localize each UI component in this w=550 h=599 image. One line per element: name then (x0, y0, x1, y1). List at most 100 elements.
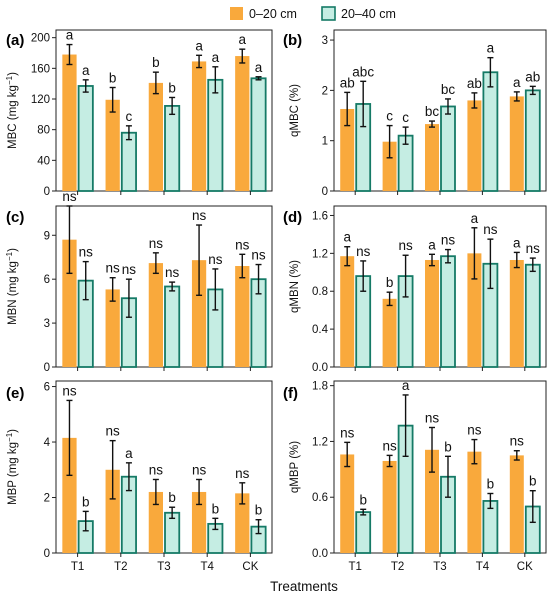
bar-T1-20-40cm (355, 511, 372, 554)
y-tick-label: 3 (322, 35, 328, 47)
y-tick-label: 2 (322, 85, 328, 97)
significance-label: ns (382, 438, 397, 453)
y-axis-label: MBP (mg kg−1) (5, 429, 19, 505)
legend-swatch-0-20cm (230, 7, 243, 20)
x-tick-label: T2 (391, 561, 404, 573)
bar-T1-0-20cm (340, 256, 355, 367)
significance-label: a (239, 32, 247, 47)
significance-label: b (168, 80, 176, 95)
significance-label: a (428, 237, 436, 252)
panel-label: (c) (6, 209, 24, 226)
significance-label: ns (398, 238, 413, 253)
significance-label: ns (526, 241, 541, 256)
significance-label: c (126, 109, 133, 124)
bar-CK-0-20cm (235, 56, 250, 191)
significance-label: ab (525, 69, 540, 84)
bar-T4-20-40cm (482, 71, 499, 192)
y-tick-label: 1.6 (312, 210, 328, 222)
bar-T2-0-20cm (382, 460, 397, 553)
bar-T4-20-40cm (207, 78, 224, 192)
y-tick-label: 4 (44, 437, 51, 449)
bar-CK-0-20cm (235, 493, 250, 553)
significance-label: ns (208, 252, 223, 267)
significance-label: a (343, 230, 351, 245)
significance-label: ns (441, 233, 456, 248)
y-tick-label: 1.8 (312, 381, 328, 393)
significance-label: b (487, 476, 495, 491)
significance-label: ns (192, 462, 207, 477)
significance-label: a (255, 60, 263, 75)
significance-label: b (82, 494, 90, 509)
significance-label: ns (79, 245, 94, 260)
significance-label: b (529, 474, 537, 489)
significance-label: a (513, 235, 521, 250)
legend-label-20-40cm: 20–40 cm (341, 7, 396, 21)
bar-T3-0-20cm (425, 449, 439, 553)
y-axis-label: qMBN (%) (289, 260, 301, 313)
x-tick-label: CK (242, 561, 258, 573)
significance-label: b (152, 55, 160, 70)
y-tick-label: 120 (31, 94, 50, 106)
significance-label: ns (165, 265, 180, 280)
significance-label: ns (356, 244, 371, 259)
significance-label: bc (441, 82, 456, 97)
bar-T2-0-20cm (382, 298, 397, 367)
bar-CK-0-20cm (509, 259, 524, 367)
significance-label: b (168, 490, 176, 505)
significance-label: a (195, 38, 203, 53)
y-tick-label: 40 (37, 155, 50, 167)
bar-T4-0-20cm (191, 491, 207, 553)
significance-label: a (82, 63, 90, 78)
legend-label-0-20cm: 0–20 cm (249, 7, 297, 21)
bar-CK-20-40cm (524, 89, 541, 192)
x-tick-label: T4 (200, 561, 214, 573)
panel-label: (e) (6, 385, 24, 402)
x-tick-label: T3 (433, 561, 446, 573)
x-tick-label: T1 (71, 561, 84, 573)
significance-label: ns (483, 222, 498, 237)
bar-T4-0-20cm (467, 253, 482, 367)
significance-label: ns (425, 410, 440, 425)
significance-label: ns (251, 248, 266, 263)
y-tick-label: 0 (322, 186, 328, 198)
significance-label: abc (352, 64, 374, 79)
x-tick-label: T3 (157, 561, 170, 573)
significance-label: ns (235, 237, 250, 252)
bar-CK-20-40cm (250, 77, 267, 192)
significance-label: ns (149, 462, 164, 477)
y-tick-label: 0.0 (312, 548, 328, 560)
significance-label: ns (467, 423, 482, 438)
y-tick-label: 9 (44, 230, 50, 242)
x-tick-label: T4 (476, 561, 490, 573)
significance-label: ns (192, 208, 207, 223)
panel-label: (a) (6, 32, 24, 49)
significance-label: b (444, 439, 452, 454)
bar-CK-20-40cm (524, 263, 541, 368)
y-tick-label: 200 (31, 33, 50, 45)
bar-CK-0-20cm (509, 455, 524, 553)
y-tick-label: 0 (44, 362, 50, 374)
significance-label: a (66, 28, 74, 43)
bar-T3-0-20cm (425, 124, 439, 191)
bar-T1-20-40cm (77, 85, 94, 192)
significance-label: ns (62, 383, 77, 398)
significance-label: ns (106, 261, 121, 276)
y-axis-label: qMBP (%) (289, 441, 301, 493)
significance-label: bc (425, 104, 440, 119)
bar-T3-20-40cm (164, 285, 181, 368)
significance-label: b (109, 71, 117, 86)
significance-label: b (255, 503, 263, 518)
y-axis-label: MBN (mg kg−1) (5, 248, 19, 325)
y-tick-label: 160 (31, 63, 50, 75)
y-tick-label: 6 (44, 382, 50, 394)
y-tick-label: 1 (322, 136, 328, 148)
significance-label: ns (340, 425, 355, 440)
significance-label: a (125, 446, 133, 461)
bar-T4-0-20cm (191, 61, 207, 191)
bar-T4-0-20cm (191, 260, 207, 367)
